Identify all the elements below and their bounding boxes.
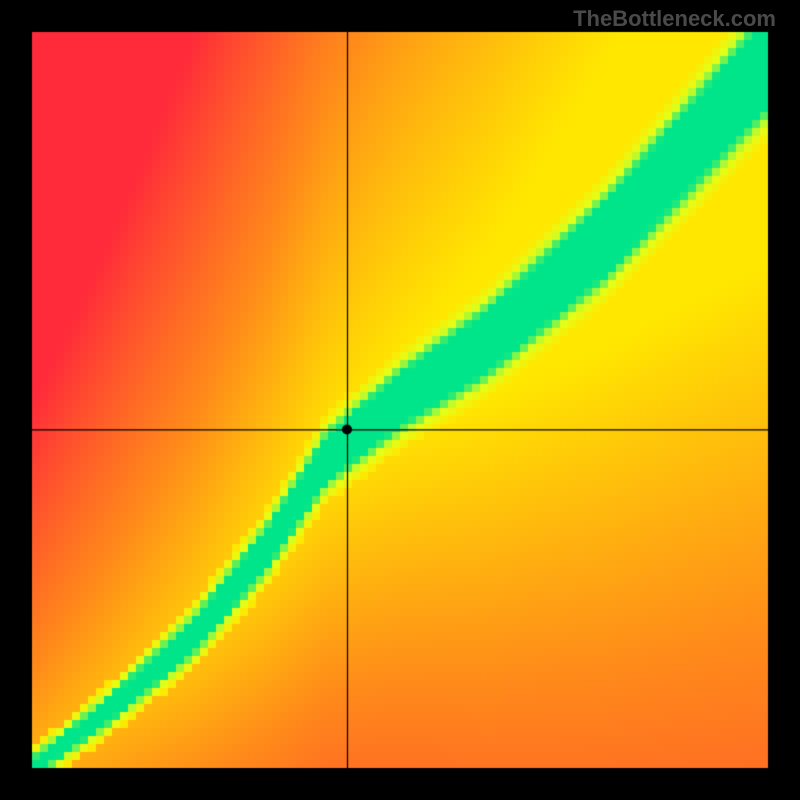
bottleneck-heatmap (0, 0, 800, 800)
watermark-text: TheBottleneck.com (573, 6, 776, 32)
chart-container: TheBottleneck.com (0, 0, 800, 800)
